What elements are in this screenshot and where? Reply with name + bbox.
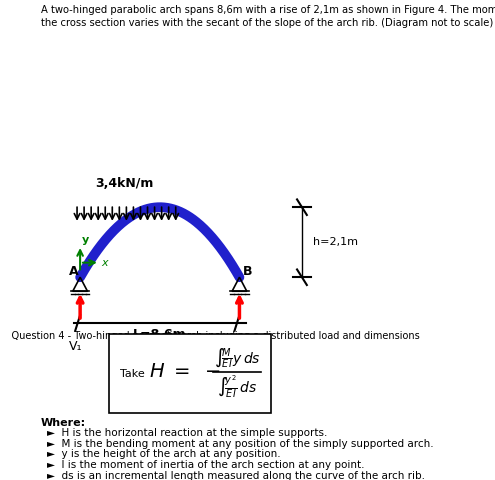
Text: h=2,1m: h=2,1m <box>313 237 358 247</box>
Text: $H \ = \ -$: $H \ = \ -$ <box>149 362 220 381</box>
Text: x: x <box>101 258 107 267</box>
Text: 3,4kN/m: 3,4kN/m <box>96 177 154 190</box>
Text: $\int\!\frac{M}{EI} y\, ds$: $\int\!\frac{M}{EI} y\, ds$ <box>213 346 260 370</box>
Text: Where:: Where: <box>41 418 86 428</box>
Text: ►  y is the height of the arch at any position.: ► y is the height of the arch at any pos… <box>47 449 281 459</box>
Text: A: A <box>69 265 79 278</box>
Text: Figure 4    Question 4 - Two-hinged parabolic arch including a distributed load : Figure 4 Question 4 - Two-hinged parabol… <box>0 331 420 341</box>
Text: ►  I is the moment of inertia of the arch section at any point.: ► I is the moment of inertia of the arch… <box>47 460 364 470</box>
Text: V₂: V₂ <box>238 340 251 353</box>
Text: Take: Take <box>120 369 145 379</box>
FancyBboxPatch shape <box>109 334 271 413</box>
Text: L=8,6m: L=8,6m <box>133 328 187 341</box>
Text: B: B <box>243 265 252 278</box>
Text: ►  M is the bending moment at any position of the simply supported arch.: ► M is the bending moment at any positio… <box>47 439 434 449</box>
Text: ►  ds is an incremental length measured along the curve of the arch rib.: ► ds is an incremental length measured a… <box>47 471 425 480</box>
Text: A two-hinged parabolic arch spans 8,6m with a rise of 2,1m as shown in Figure 4.: A two-hinged parabolic arch spans 8,6m w… <box>41 5 495 28</box>
Text: y: y <box>81 235 89 245</box>
Text: ►  H is the horizontal reaction at the simple supports.: ► H is the horizontal reaction at the si… <box>47 428 327 438</box>
Text: V₁: V₁ <box>68 340 82 353</box>
Text: $\int\!\frac{y^2}{EI}\, ds$: $\int\!\frac{y^2}{EI}\, ds$ <box>217 373 257 400</box>
